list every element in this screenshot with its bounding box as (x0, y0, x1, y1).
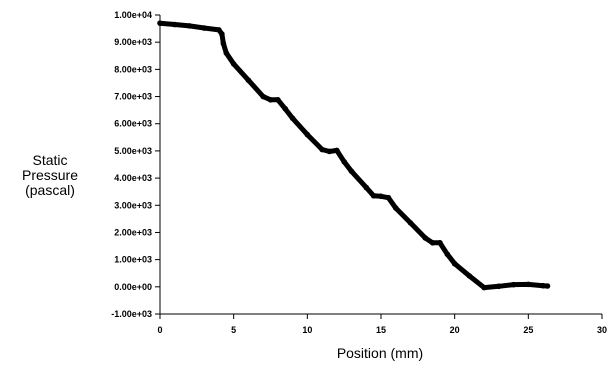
data-point (429, 239, 436, 246)
x-tick-label: 25 (523, 325, 533, 335)
y-axis-label-line-1: Static (32, 152, 68, 168)
data-point (289, 115, 296, 122)
data-point (223, 50, 230, 56)
data-point (422, 235, 429, 241)
y-tick-label: 0.00e+00 (114, 282, 152, 292)
x-tick-label: 5 (231, 325, 236, 335)
data-point (319, 146, 325, 153)
data-point (363, 184, 370, 191)
data-point (444, 251, 451, 257)
data-point (510, 281, 517, 288)
x-tick-label: 10 (302, 325, 312, 335)
data-point (496, 283, 502, 290)
data-point (267, 97, 274, 103)
y-tick-label: 1.00e+03 (114, 255, 152, 265)
data-point (540, 282, 546, 289)
y-tick-label: 9.00e+03 (114, 37, 152, 47)
data-point (407, 220, 414, 226)
axes (159, 15, 602, 315)
x-tick-label: 20 (450, 325, 460, 335)
y-tick-label: 7.00e+03 (114, 92, 152, 102)
data-point (230, 61, 237, 67)
y-tick-label: 8.00e+03 (114, 64, 152, 74)
data-point (326, 148, 333, 155)
data-point (481, 284, 487, 291)
data-point (275, 97, 281, 103)
data-point (385, 194, 392, 201)
data-points (157, 20, 551, 291)
data-point (341, 158, 347, 165)
data-point (260, 93, 266, 100)
data-point (220, 40, 227, 47)
data-point (348, 168, 355, 175)
y-tick-label: 5.00e+03 (114, 146, 152, 156)
data-point (334, 147, 340, 154)
data-point (451, 260, 458, 267)
data-point (219, 31, 225, 37)
data-point (245, 77, 252, 84)
y-tick-label: 3.00e+03 (114, 200, 152, 210)
data-point (466, 273, 473, 279)
y-axis-label: Static Pressure (pascal) (18, 153, 82, 198)
data-point (544, 283, 551, 289)
y-tick-label: 6.00e+03 (114, 119, 152, 129)
data-point (157, 20, 163, 26)
y-tick-label: -1.00e+03 (111, 309, 152, 319)
x-tick-label: 0 (157, 325, 162, 335)
data-point (378, 193, 384, 200)
data-point (186, 23, 193, 29)
x-axis-label: Position (mm) (336, 345, 424, 361)
x-tick-label: 15 (376, 325, 386, 335)
y-axis-label-line-2: Pressure (21, 167, 79, 183)
data-point (282, 105, 289, 112)
data-point (370, 192, 377, 199)
data-point (437, 239, 443, 246)
data-point (201, 25, 207, 31)
data-point (216, 27, 222, 33)
data-point (171, 21, 178, 28)
series-trace (157, 20, 550, 291)
y-axis-label-line-3: (pascal) (25, 182, 75, 198)
y-tick-label: 2.00e+03 (114, 227, 152, 237)
x-tick-label: 30 (597, 325, 607, 335)
ticks: -1.00e+03 0.00e+00 1.00e+03 2.00e+03 3.00e+0… (111, 10, 607, 335)
y-tick-label: 1.00e+04 (114, 10, 152, 20)
data-point (304, 131, 311, 138)
data-point (525, 281, 532, 288)
data-point (392, 205, 399, 211)
y-tick-label: 4.00e+03 (114, 173, 152, 183)
